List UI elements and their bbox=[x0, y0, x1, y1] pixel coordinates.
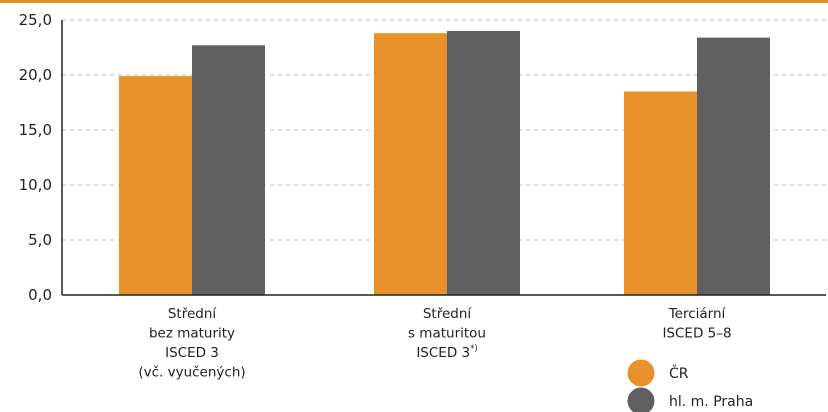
x-category-line: Střední bbox=[168, 306, 218, 322]
bar-praha-0 bbox=[192, 45, 265, 295]
y-tick-label: 0,0 bbox=[28, 286, 52, 304]
bar-cr-2 bbox=[624, 91, 697, 295]
x-category-line: bez maturity bbox=[149, 326, 235, 342]
x-category-line: Střední bbox=[423, 306, 473, 322]
x-category-line: (vč. vyučených) bbox=[138, 365, 245, 381]
legend-swatch-cr bbox=[627, 359, 655, 387]
y-axis-ticks: 0,0 5,0 10,0 15,0 20,0 25,0 bbox=[19, 11, 52, 304]
y-tick-label: 15,0 bbox=[19, 121, 52, 139]
x-category-line: ISCED 5–8 bbox=[662, 326, 731, 342]
x-category-label: Střední s maturitou ISCED 3*) bbox=[408, 306, 486, 361]
bar-cr-1 bbox=[374, 33, 447, 295]
x-category-label: Střední bez maturity ISCED 3 (vč. vyučených… bbox=[138, 306, 245, 381]
x-category-line: ISCED 3 bbox=[165, 345, 219, 361]
bar-cr-0 bbox=[119, 76, 192, 295]
top-accent-rule bbox=[0, 0, 828, 3]
x-category-label: Terciární ISCED 5–8 bbox=[662, 306, 731, 342]
legend: ČR hl. m. Praha bbox=[627, 359, 753, 412]
bar-praha-2 bbox=[697, 37, 770, 295]
y-tick-label: 20,0 bbox=[19, 66, 52, 84]
category-labels: Střední bez maturity ISCED 3 (vč. vyučených… bbox=[138, 306, 731, 381]
legend-swatch-praha bbox=[627, 387, 655, 412]
bar-layer bbox=[119, 31, 770, 295]
x-category-line: s maturitou bbox=[408, 326, 486, 342]
y-tick-label: 5,0 bbox=[28, 231, 52, 249]
footnote-marker: *) bbox=[470, 344, 478, 354]
axis-layer bbox=[61, 20, 826, 296]
y-tick-label: 25,0 bbox=[19, 11, 52, 29]
x-category-line: Terciární bbox=[668, 306, 727, 322]
bar-praha-1 bbox=[447, 31, 520, 295]
x-category-line: ISCED 3 bbox=[416, 345, 470, 361]
legend-label-cr: ČR bbox=[669, 364, 689, 382]
legend-label-praha: hl. m. Praha bbox=[669, 394, 753, 410]
y-tick-label: 10,0 bbox=[19, 176, 52, 194]
